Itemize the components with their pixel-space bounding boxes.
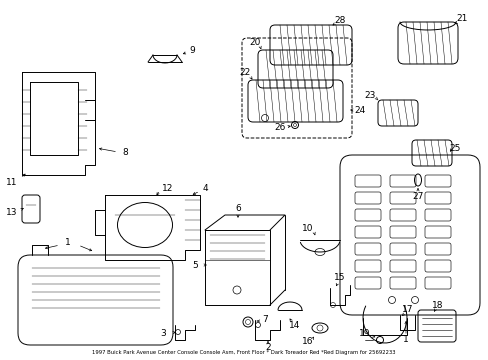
Text: 10: 10 bbox=[302, 224, 313, 233]
Text: 2: 2 bbox=[264, 343, 270, 352]
Text: 26: 26 bbox=[274, 122, 285, 131]
Text: 6: 6 bbox=[235, 203, 241, 212]
Text: 16: 16 bbox=[302, 338, 313, 346]
Text: 12: 12 bbox=[162, 184, 173, 193]
Text: 14: 14 bbox=[289, 320, 300, 329]
Text: 22: 22 bbox=[239, 68, 250, 77]
Text: 9: 9 bbox=[189, 45, 195, 54]
Text: 15: 15 bbox=[334, 274, 345, 283]
Text: 3: 3 bbox=[160, 328, 165, 338]
Text: 7: 7 bbox=[262, 315, 267, 324]
Text: 21: 21 bbox=[455, 14, 467, 23]
Text: 5: 5 bbox=[192, 261, 198, 270]
Text: 25: 25 bbox=[448, 144, 460, 153]
Text: 19: 19 bbox=[359, 328, 370, 338]
Text: 1997 Buick Park Avenue Center Console Console Asm, Front Floor * Dark Toreador R: 1997 Buick Park Avenue Center Console Co… bbox=[92, 350, 395, 355]
Text: 20: 20 bbox=[249, 37, 260, 46]
Text: 28: 28 bbox=[334, 15, 345, 24]
Text: 1: 1 bbox=[65, 238, 71, 247]
Text: 23: 23 bbox=[364, 90, 375, 99]
Text: 8: 8 bbox=[122, 148, 128, 157]
Text: 24: 24 bbox=[354, 105, 365, 114]
Text: 17: 17 bbox=[402, 306, 413, 315]
Text: 13: 13 bbox=[6, 207, 18, 216]
Text: 4: 4 bbox=[202, 184, 207, 193]
Text: 27: 27 bbox=[411, 192, 423, 201]
Text: 1: 1 bbox=[402, 336, 408, 345]
Text: 18: 18 bbox=[431, 301, 443, 310]
Text: 11: 11 bbox=[6, 177, 18, 186]
